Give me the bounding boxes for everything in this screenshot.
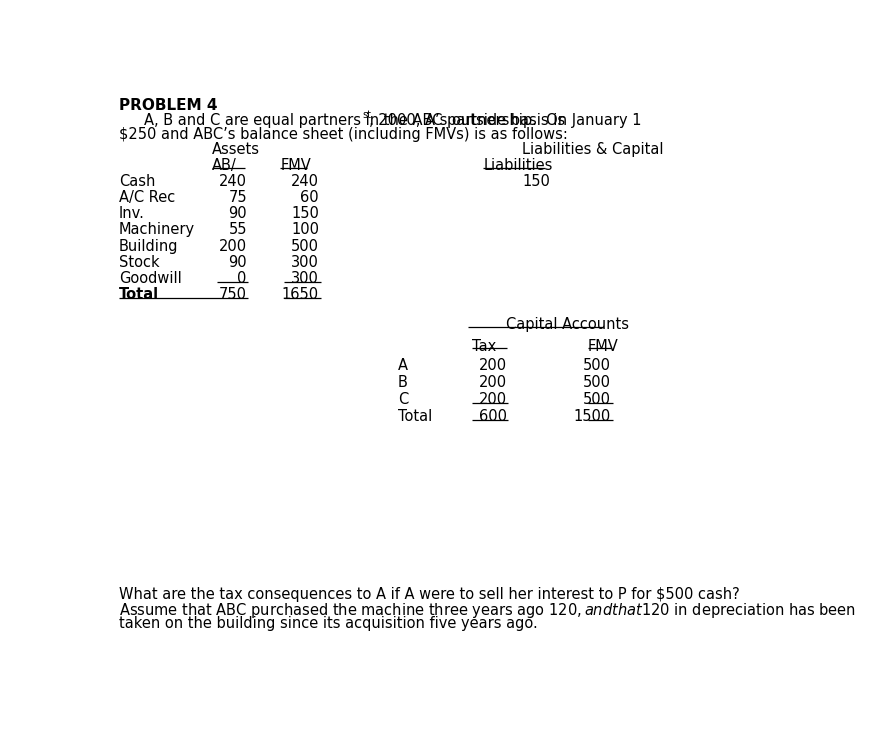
Text: 150: 150 [522, 174, 550, 189]
Text: 150: 150 [291, 206, 319, 221]
Text: 90: 90 [228, 255, 247, 270]
Text: 500: 500 [583, 392, 611, 406]
Text: 90: 90 [228, 206, 247, 221]
Text: 500: 500 [583, 375, 611, 390]
Text: 200: 200 [479, 358, 506, 373]
Text: 500: 500 [291, 238, 319, 254]
Text: Stock: Stock [119, 255, 159, 270]
Text: Total: Total [119, 287, 159, 302]
Text: A/C Rec: A/C Rec [119, 190, 175, 205]
Text: 100: 100 [291, 223, 319, 238]
Text: FMV: FMV [588, 339, 619, 354]
Text: 200: 200 [479, 392, 506, 406]
Text: Machinery: Machinery [119, 223, 195, 238]
Text: Inv.: Inv. [119, 206, 145, 221]
Text: Liabilities: Liabilities [483, 158, 553, 172]
Text: 500: 500 [583, 358, 611, 373]
Text: What are the tax consequences to A if A were to sell her interest to P for $500 : What are the tax consequences to A if A … [119, 586, 740, 602]
Text: Assume that ABC purchased the machine three years ago $120, and that $120 in dep: Assume that ABC purchased the machine th… [119, 602, 856, 620]
Text: $250 and ABC’s balance sheet (including FMVs) is as follows:: $250 and ABC’s balance sheet (including … [119, 127, 568, 142]
Text: 240: 240 [219, 174, 247, 189]
Text: 300: 300 [291, 255, 319, 270]
Text: C: C [398, 392, 409, 406]
Text: 75: 75 [228, 190, 247, 205]
Text: 750: 750 [219, 287, 247, 302]
Text: 1500: 1500 [574, 409, 611, 424]
Text: Tax: Tax [472, 339, 496, 354]
Text: B: B [398, 375, 408, 390]
Text: Capital Accounts: Capital Accounts [506, 317, 629, 332]
Text: Cash: Cash [119, 174, 156, 189]
Text: Liabilities & Capital: Liabilities & Capital [522, 142, 664, 158]
Text: 1650: 1650 [282, 287, 319, 302]
Text: 600: 600 [479, 409, 506, 424]
Text: 55: 55 [229, 223, 247, 238]
Text: FMV: FMV [280, 158, 311, 172]
Text: 200: 200 [219, 238, 247, 254]
Text: AB/: AB/ [212, 158, 237, 172]
Text: Building: Building [119, 238, 179, 254]
Text: 60: 60 [300, 190, 319, 205]
Text: Total: Total [398, 409, 433, 424]
Text: taken on the building since its acquisition five years ago.: taken on the building since its acquisit… [119, 616, 538, 631]
Text: A, B and C are equal partners in the ABC partnership.  On January 1: A, B and C are equal partners in the ABC… [144, 113, 642, 128]
Text: 200: 200 [479, 375, 506, 390]
Text: A: A [398, 358, 408, 373]
Text: Assets: Assets [212, 142, 260, 158]
Text: 240: 240 [291, 174, 319, 189]
Text: 0: 0 [238, 271, 247, 286]
Text: Goodwill: Goodwill [119, 271, 182, 286]
Text: 300: 300 [291, 271, 319, 286]
Text: st: st [362, 110, 371, 120]
Text: PROBLEM 4: PROBLEM 4 [119, 98, 217, 112]
Text: , 2000, A’s outside basis is: , 2000, A’s outside basis is [369, 113, 565, 128]
